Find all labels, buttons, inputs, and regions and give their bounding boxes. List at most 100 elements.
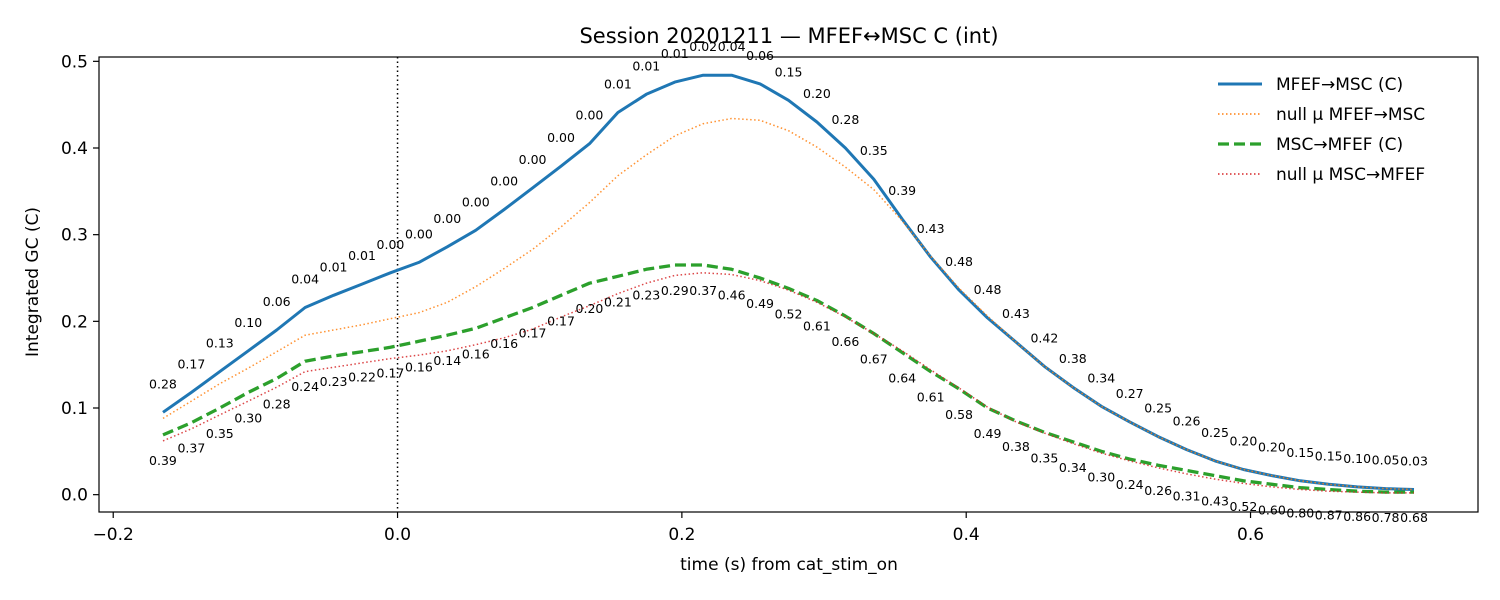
- pvalue-label-lower: 0.16: [462, 346, 490, 361]
- pvalue-label-upper: 0.01: [348, 248, 376, 263]
- pvalue-label-lower: 0.49: [746, 296, 774, 311]
- pvalue-label-lower: 0.31: [1173, 488, 1201, 503]
- pvalue-label-upper: 0.10: [234, 315, 262, 330]
- legend-label-4: null μ MSC→MFEF: [1276, 165, 1425, 185]
- pvalue-label-upper: 0.00: [433, 211, 461, 226]
- pvalue-label-upper: 0.05: [1372, 453, 1400, 468]
- series-line-3: [162, 263, 1414, 494]
- pvalue-label-lower: 0.60: [1258, 502, 1286, 517]
- pvalue-label-upper: 0.43: [1002, 306, 1030, 321]
- pvalue-label-upper: 0.25: [1201, 425, 1229, 440]
- x-axis-label: time (s) from cat_stim_on: [680, 555, 898, 575]
- pvalue-label-lower: 0.17: [519, 325, 547, 340]
- pvalue-label-upper: 0.00: [490, 174, 518, 189]
- plot-area: 0.280.170.130.100.060.040.010.010.000.00…: [149, 39, 1428, 525]
- pvalue-label-upper: 0.48: [974, 282, 1002, 297]
- pvalue-label-upper: 0.15: [1286, 445, 1314, 460]
- pvalue-label-upper: 0.00: [547, 130, 575, 145]
- pvalue-label-upper: 0.06: [746, 48, 774, 63]
- data-lines: [162, 57, 1415, 512]
- pvalue-label-upper: 0.04: [291, 271, 319, 286]
- pvalue-label-lower: 0.39: [149, 453, 177, 468]
- pvalue-label-lower: 0.23: [632, 287, 660, 302]
- pvalue-label-lower: 0.80: [1286, 506, 1314, 521]
- pvalue-label-lower: 0.37: [177, 441, 205, 456]
- pvalue-label-upper: 0.00: [576, 108, 604, 123]
- pvalue-label-lower: 0.68: [1400, 510, 1428, 525]
- pvalue-label-lower: 0.26: [1144, 483, 1172, 498]
- pvalue-label-upper: 0.35: [860, 143, 888, 158]
- x-tick-label: 0.0: [384, 525, 411, 545]
- x-tick-label: 0.2: [668, 525, 695, 545]
- pvalue-label-upper: 0.26: [1173, 414, 1201, 429]
- pvalue-label-upper: 0.39: [888, 183, 916, 198]
- pvalue-label-lower: 0.61: [803, 319, 831, 334]
- pvalue-label-lower: 0.30: [234, 410, 262, 425]
- pvalue-label-lower: 0.28: [263, 397, 291, 412]
- pvalue-label-upper: 0.42: [1030, 330, 1058, 345]
- pvalue-label-upper: 0.15: [775, 64, 803, 79]
- pvalue-label-lower: 0.21: [604, 294, 632, 309]
- pvalue-label-upper: 0.48: [945, 254, 973, 269]
- pvalue-label-lower: 0.58: [945, 407, 973, 422]
- pvalue-label-lower: 0.20: [576, 301, 604, 316]
- series-line-4: [162, 272, 1414, 494]
- legend-label-2: null μ MFEF→MSC: [1276, 105, 1425, 125]
- legend-label-3: MSC→MFEF (C): [1276, 135, 1403, 155]
- pvalue-label-lower: 0.86: [1343, 509, 1371, 524]
- legend-label-1: MFEF→MSC (C): [1276, 75, 1403, 95]
- series-line-2: [162, 117, 1415, 491]
- pvalue-label-lower: 0.35: [206, 426, 234, 441]
- pvalue-label-lower: 0.14: [433, 353, 461, 368]
- pvalue-label-upper: 0.00: [405, 226, 433, 241]
- y-tick-label: 0.0: [61, 486, 88, 506]
- pvalue-label-lower: 0.38: [1002, 439, 1030, 454]
- pvalue-label-upper: 0.27: [1116, 386, 1144, 401]
- pvalue-label-upper: 0.00: [377, 237, 405, 252]
- pvalue-label-upper: 0.43: [917, 221, 945, 236]
- x-tick-label: 0.6: [1237, 525, 1264, 545]
- pvalue-label-lower: 0.78: [1372, 510, 1400, 525]
- pvalue-label-lower: 0.52: [1230, 499, 1258, 514]
- pvalue-label-lower: 0.30: [1087, 469, 1115, 484]
- y-tick-label: 0.1: [61, 399, 88, 419]
- pvalue-label-upper: 0.20: [1258, 440, 1286, 455]
- pvalue-label-upper: 0.01: [604, 76, 632, 91]
- pvalue-label-lower: 0.37: [689, 283, 717, 298]
- axes-frame: [98, 56, 1479, 513]
- pvalue-label-upper: 0.28: [831, 112, 859, 127]
- pvalue-label-upper: 0.10: [1343, 451, 1371, 466]
- pvalue-label-upper: 0.17: [177, 356, 205, 371]
- pvalue-label-lower: 0.16: [490, 336, 518, 351]
- pvalue-label-upper: 0.20: [803, 86, 831, 101]
- y-axis-label: Integrated GC (C): [23, 207, 43, 357]
- pvalue-label-upper: 0.04: [718, 39, 746, 54]
- pvalue-label-upper: 0.13: [206, 336, 234, 351]
- pvalue-label-lower: 0.29: [661, 283, 689, 298]
- pvalue-label-lower: 0.17: [547, 313, 575, 328]
- pvalue-label-upper: 0.06: [263, 294, 291, 309]
- pvalue-label-upper: 0.34: [1087, 370, 1115, 385]
- pvalue-label-lower: 0.34: [1059, 460, 1087, 475]
- pvalue-label-upper: 0.01: [632, 58, 660, 73]
- pvalue-label-lower: 0.87: [1315, 507, 1343, 522]
- pvalue-label-lower: 0.46: [718, 287, 746, 302]
- y-tick-label: 0.4: [61, 139, 88, 159]
- pvalue-label-lower: 0.52: [775, 306, 803, 321]
- pvalue-label-lower: 0.49: [974, 426, 1002, 441]
- axes: −0.2 0.0 0.2 0.4 0.60.00.10.20.30.40.5: [61, 52, 1479, 545]
- pvalue-label-upper: 0.01: [661, 46, 689, 61]
- pvalue-label-upper: 0.25: [1144, 401, 1172, 416]
- y-tick-label: 0.2: [61, 312, 88, 332]
- pvalue-label-lower: 0.61: [917, 390, 945, 405]
- x-tick-label: −0.2: [93, 525, 134, 545]
- pvalue-label-upper: 0.15: [1315, 448, 1343, 463]
- pvalue-label-lower: 0.67: [860, 351, 888, 366]
- pvalue-label-upper: 0.01: [320, 259, 348, 274]
- chart-title: Session 20201211 — MFEF↔MSC C (int): [579, 24, 998, 48]
- pvalue-label-lower: 0.66: [831, 334, 859, 349]
- pvalue-label-lower: 0.35: [1030, 450, 1058, 465]
- pvalue-label-upper: 0.03: [1400, 453, 1428, 468]
- pvalue-label-lower: 0.43: [1201, 494, 1229, 509]
